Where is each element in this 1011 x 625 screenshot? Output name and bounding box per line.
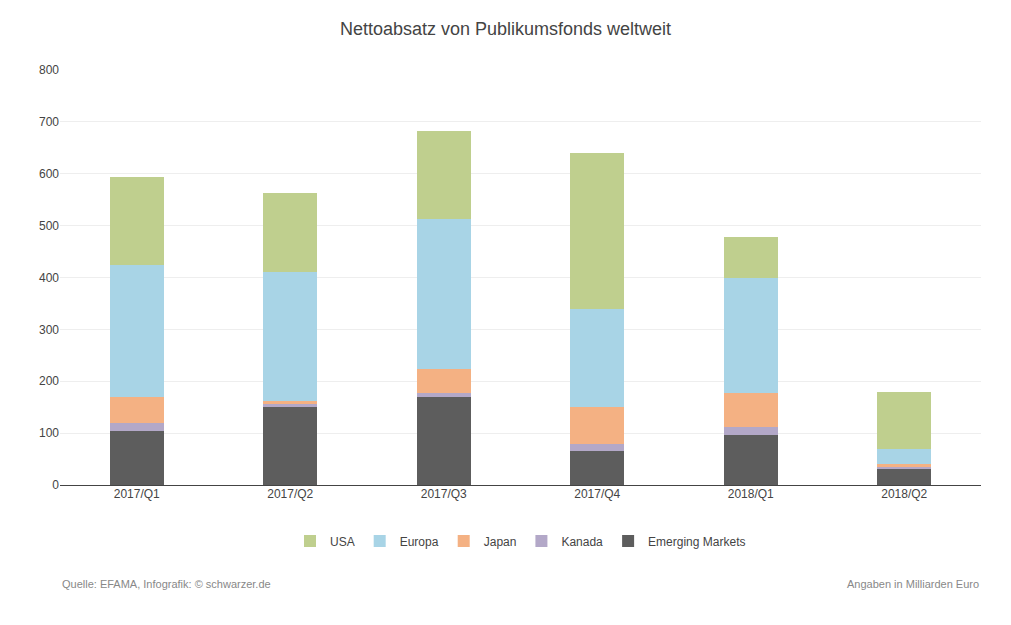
svg-text:800: 800: [39, 63, 59, 77]
svg-text:2017/Q4: 2017/Q4: [574, 487, 620, 501]
svg-text:100: 100: [39, 426, 59, 440]
svg-text:600: 600: [39, 167, 59, 181]
svg-text:2018/Q2: 2018/Q2: [881, 487, 927, 501]
svg-text:Kanada: Kanada: [561, 535, 603, 549]
svg-text:2017/Q1: 2017/Q1: [114, 487, 160, 501]
svg-text:2018/Q1: 2018/Q1: [728, 487, 774, 501]
svg-text:Europa: Europa: [400, 535, 439, 549]
svg-text:Nettoabsatz von Publikumsfonds: Nettoabsatz von Publikumsfonds weltweit: [340, 19, 671, 39]
svg-text:2017/Q2: 2017/Q2: [267, 487, 313, 501]
svg-text:400: 400: [39, 271, 59, 285]
svg-text:Emerging Markets: Emerging Markets: [648, 535, 745, 549]
svg-text:200: 200: [39, 374, 59, 388]
svg-text:300: 300: [39, 323, 59, 337]
svg-text:Quelle: EFAMA, Infografik: © s: Quelle: EFAMA, Infografik: © schwarzer.d…: [62, 578, 271, 590]
svg-text:USA: USA: [330, 535, 355, 549]
svg-text:700: 700: [39, 115, 59, 129]
svg-text:Japan: Japan: [484, 535, 517, 549]
svg-text:500: 500: [39, 219, 59, 233]
svg-text:2017/Q3: 2017/Q3: [421, 487, 467, 501]
svg-text:0: 0: [52, 478, 59, 492]
svg-text:Angaben in Milliarden Euro: Angaben in Milliarden Euro: [847, 578, 979, 590]
